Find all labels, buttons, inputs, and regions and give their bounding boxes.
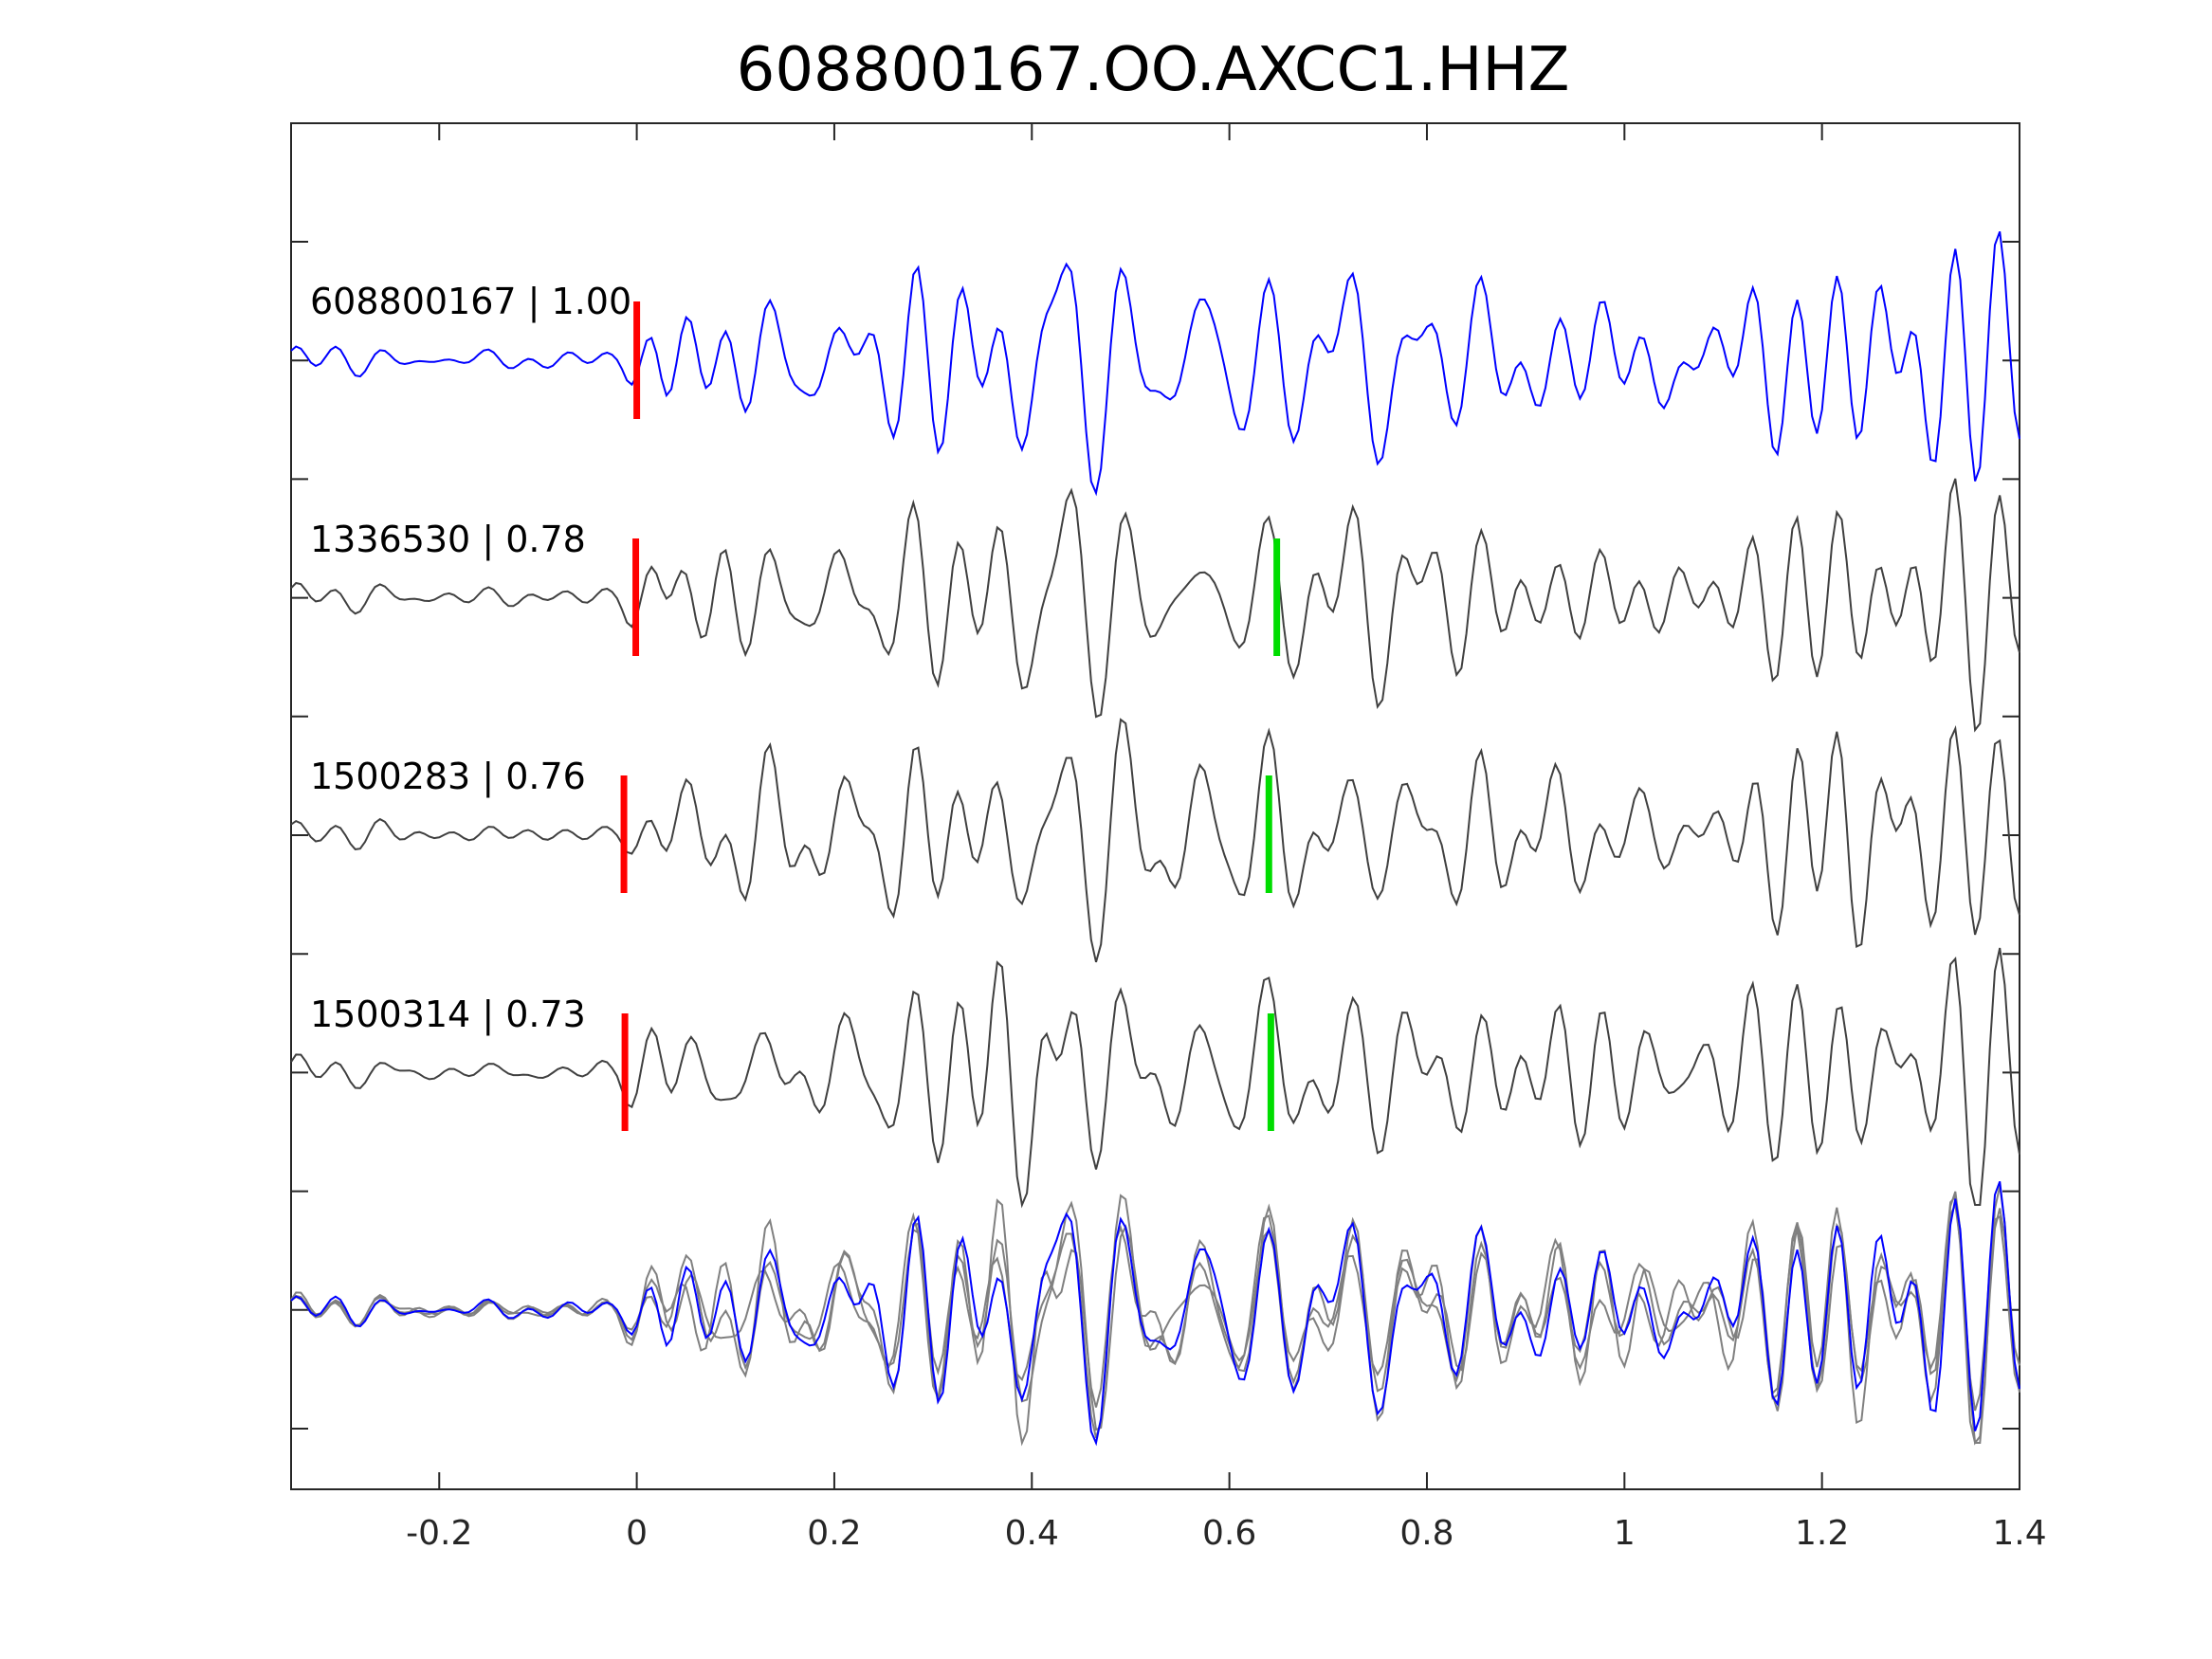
chart-title: 608800167.OO.AXCC1.HHZ bbox=[737, 35, 1570, 105]
waveform-608800167 bbox=[290, 230, 2020, 497]
x-tick-label: -0.2 bbox=[406, 1514, 472, 1553]
x-tick-label: 0.4 bbox=[1005, 1514, 1059, 1553]
x-tick-label: 0.8 bbox=[1399, 1514, 1453, 1553]
x-tick-label: 1 bbox=[1614, 1514, 1636, 1553]
x-tick-label: 0.6 bbox=[1202, 1514, 1256, 1553]
x-tick-label: 0.2 bbox=[807, 1514, 861, 1553]
waveform-1500314 bbox=[290, 947, 2020, 1209]
overlay-waveform-608800167 bbox=[290, 1180, 2020, 1447]
x-tick-label: 1.2 bbox=[1795, 1514, 1849, 1553]
waveform-1500283 bbox=[290, 718, 2020, 963]
plot-area bbox=[290, 122, 2020, 1490]
waveform-1336530 bbox=[290, 478, 2020, 733]
trace-label: 1336530 | 0.78 bbox=[310, 519, 586, 561]
trace-label: 1500283 | 0.76 bbox=[310, 756, 586, 798]
trace-label: 1500314 | 0.73 bbox=[310, 994, 586, 1036]
trace-label: 608800167 | 1.00 bbox=[310, 281, 631, 323]
overlay-waveform-1500314 bbox=[290, 1185, 2020, 1447]
x-tick-label: 0 bbox=[626, 1514, 648, 1553]
x-tick-label: 1.4 bbox=[1992, 1514, 2046, 1553]
